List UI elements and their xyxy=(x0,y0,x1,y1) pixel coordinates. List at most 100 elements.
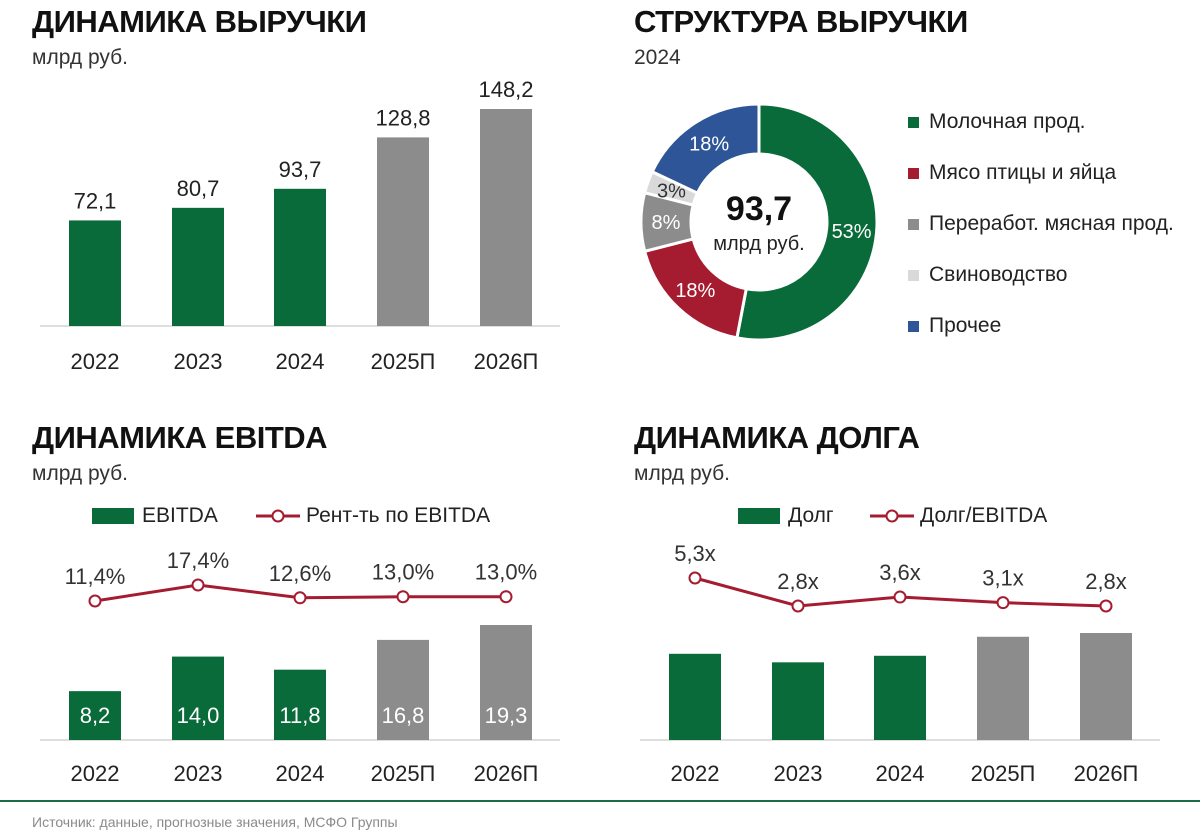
ebitda-bar-value-label: 19,3 xyxy=(485,703,528,728)
revenue-bar-2026П xyxy=(480,109,532,326)
donut-slice-label: 18% xyxy=(689,133,729,155)
debt-legend-bar-label: Долг xyxy=(788,504,834,527)
ebitda-bar-2025П xyxy=(377,639,429,740)
debt-ratio-point xyxy=(688,571,702,585)
ebitda-legend-line-marker xyxy=(256,509,300,523)
structure-legend-item: Мясо птицы и яйца xyxy=(908,161,1116,185)
ebitda-chart: 8,2 2022 14,0 2023 11,8 2024 16,8 2025П 19,3 2026… xyxy=(40,548,560,786)
debt-chart: 2022 2023 2024 2025П 2026П 5,3x 2,8x 3,6x 3,1x 2,… xyxy=(640,541,1160,786)
ebitda-title: ДИНАМИКА EBITDA xyxy=(32,420,328,455)
ebitda-ratio-point xyxy=(88,594,102,608)
ebitda-ratio-label: 17,4% xyxy=(167,548,229,573)
revenue-bar-2023 xyxy=(172,207,224,326)
revenue-x-tick: 2025П xyxy=(371,349,436,374)
source-note: Источник: данные, прогнозные значения, М… xyxy=(32,814,398,830)
revenue-value-label: 80,7 xyxy=(177,176,220,201)
ebitda-legend-line-label: Рент-ть по EBITDA xyxy=(306,504,491,527)
debt-x-tick: 2022 xyxy=(671,761,720,786)
donut-slice-label: 3% xyxy=(657,180,686,202)
revenue-value-label: 148,2 xyxy=(478,77,533,102)
ebitda-ratio-point xyxy=(191,578,205,592)
debt-x-tick: 2026П xyxy=(1074,761,1139,786)
debt-bar-2024 xyxy=(874,655,926,740)
revenue-title: ДИНАМИКА ВЫРУЧКИ xyxy=(32,4,367,39)
debt-ratio-point xyxy=(1099,599,1113,613)
ebitda-bar-2023 xyxy=(172,656,224,740)
ebitda-ratio-point xyxy=(293,591,307,605)
debt-x-tick: 2025П xyxy=(971,761,1036,786)
legend-swatch xyxy=(908,269,919,281)
ebitda-unit: млрд руб. xyxy=(32,462,129,485)
revenue-x-tick: 2026П xyxy=(474,349,539,374)
ebitda-bar-2022 xyxy=(69,691,121,740)
ebitda-legend-line: Рент-ть по EBITDA xyxy=(256,504,490,528)
revenue-value-label: 72,1 xyxy=(74,188,117,213)
ebitda-bar-value-label: 14,0 xyxy=(177,703,220,728)
structure-donut-chart: 53% 18% 8% 3% 18% 93,7 млрд руб. xyxy=(639,102,879,342)
revenue-x-tick: 2023 xyxy=(174,349,223,374)
legend-label: Переработ. мясная прод. xyxy=(929,212,1174,235)
debt-x-tick: 2023 xyxy=(774,761,823,786)
revenue-bar-2024 xyxy=(274,188,326,326)
footer-divider xyxy=(0,800,1200,802)
donut-slice-label: 8% xyxy=(652,212,681,234)
debt-ratio-label: 3,6x xyxy=(879,560,921,585)
debt-x-tick: 2024 xyxy=(876,761,925,786)
ebitda-legend-bar: EBITDA xyxy=(92,504,218,528)
ebitda-ratio-point xyxy=(499,590,513,604)
legend-swatch xyxy=(908,116,919,128)
structure-legend-item: Переработ. мясная прод. xyxy=(908,212,1174,236)
debt-ratio-label: 5,3x xyxy=(674,541,716,566)
debt-legend-line-marker xyxy=(870,509,914,523)
donut-slice-4 xyxy=(650,102,761,196)
debt-ratio-label: 3,1x xyxy=(982,566,1024,591)
debt-legend-line-label: Долг/EBITDA xyxy=(920,504,1048,527)
debt-bar-2025П xyxy=(977,636,1029,740)
revenue-bar-2022 xyxy=(69,220,121,326)
structure-title: СТРУКТУРА ВЫРУЧКИ xyxy=(634,4,968,39)
ebitda-x-tick: 2022 xyxy=(71,761,120,786)
legend-label: Прочее xyxy=(929,314,1002,337)
ebitda-ratio-label: 13,0% xyxy=(475,560,537,585)
revenue-bar-2025П xyxy=(377,137,429,326)
ebitda-x-tick: 2024 xyxy=(276,761,325,786)
ebitda-legend-bar-swatch xyxy=(92,508,134,524)
debt-bar-2026П xyxy=(1080,633,1132,740)
debt-bar-2022 xyxy=(669,653,721,740)
revenue-x-tick: 2024 xyxy=(276,349,325,374)
donut-center-unit: млрд руб. xyxy=(713,233,804,255)
structure-legend-item: Свиноводство xyxy=(908,263,1067,287)
ebitda-bar-2024 xyxy=(274,669,326,740)
legend-swatch xyxy=(908,218,919,230)
donut-slice-label: 53% xyxy=(832,221,872,243)
structure-legend-item: Молочная прод. xyxy=(908,110,1085,134)
revenue-chart: 72,1 2022 80,7 2023 93,7 2024 128,8 2025П 148,2 2… xyxy=(40,77,560,374)
debt-unit: млрд руб. xyxy=(634,462,731,485)
legend-swatch xyxy=(908,320,919,332)
debt-ratio-label: 2,8x xyxy=(777,569,819,594)
debt-legend-bar: Долг xyxy=(738,504,834,528)
revenue-x-tick: 2022 xyxy=(71,349,120,374)
ebitda-bar-2026П xyxy=(480,625,532,740)
ebitda-ratio-label: 11,4% xyxy=(65,564,126,589)
ebitda-ratio-point xyxy=(396,590,410,604)
donut-slice-0 xyxy=(735,102,879,342)
ebitda-bar-value-label: 16,8 xyxy=(382,703,425,728)
revenue-unit: млрд руб. xyxy=(32,46,129,69)
debt-ratio-point xyxy=(893,590,907,604)
revenue-value-label: 93,7 xyxy=(279,157,322,182)
legend-swatch xyxy=(908,167,919,179)
legend-label: Молочная прод. xyxy=(929,110,1086,133)
structure-legend-item: Прочее xyxy=(908,314,1001,338)
ebitda-x-tick: 2025П xyxy=(371,761,436,786)
ebitda-bar-value-label: 8,2 xyxy=(80,703,111,728)
debt-title: ДИНАМИКА ДОЛГА xyxy=(634,420,920,455)
ebitda-legend-bar-label: EBITDA xyxy=(142,504,218,527)
debt-ratio-point xyxy=(996,596,1010,610)
ebitda-ratio-label: 13,0% xyxy=(372,560,434,585)
debt-legend-line: Долг/EBITDA xyxy=(870,504,1047,528)
debt-bar-2023 xyxy=(772,662,824,740)
donut-slice-label: 18% xyxy=(675,280,715,302)
revenue-value-label: 128,8 xyxy=(375,105,430,130)
legend-label: Свиноводство xyxy=(929,263,1068,286)
